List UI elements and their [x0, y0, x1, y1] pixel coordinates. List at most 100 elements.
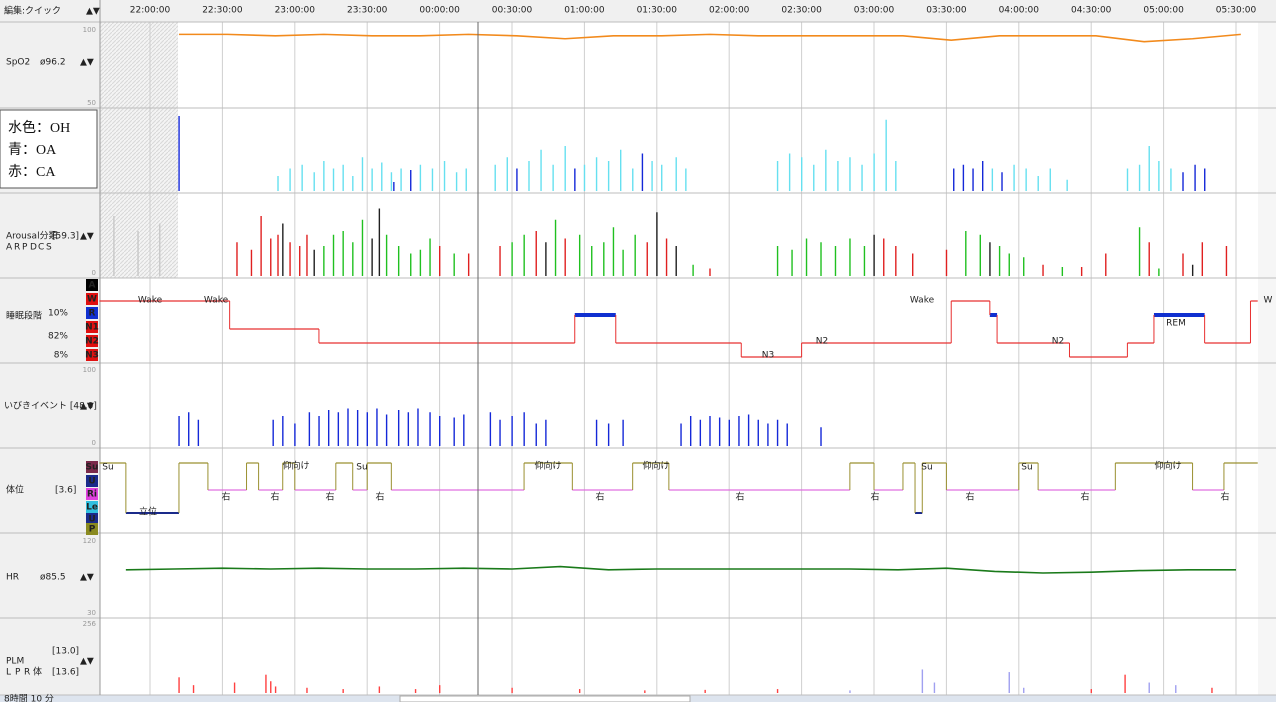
arousal-event [306, 234, 308, 276]
apnea-event [431, 168, 434, 191]
arousal-event [1191, 264, 1194, 276]
snore-event [767, 423, 769, 446]
snore-event [523, 412, 525, 446]
snore-event [728, 419, 730, 446]
position-label: 右 [1080, 491, 1089, 503]
arousal-event [1080, 267, 1083, 276]
scale-top: 100 [83, 26, 96, 34]
arousal-event [1158, 268, 1160, 276]
apnea-event [390, 172, 393, 191]
arousal-event [313, 249, 315, 276]
apnea-event [516, 168, 518, 191]
arousal-event [137, 231, 139, 276]
plm-event [511, 687, 513, 693]
apnea-event [1148, 146, 1150, 191]
snore-event [820, 427, 822, 446]
arousal-event [323, 246, 325, 276]
apnea-event [332, 168, 335, 191]
arousal-event [511, 242, 513, 276]
time-label: 22:00:00 [130, 6, 171, 16]
snore-event [429, 412, 431, 446]
apnea-event [323, 161, 325, 191]
arousal-event [1008, 253, 1010, 276]
apnea-event [801, 157, 803, 191]
apnea-event [361, 157, 364, 191]
apnea-event [540, 149, 542, 191]
apnea-event [1025, 168, 1027, 191]
code: L [6, 668, 11, 678]
apnea-event [885, 119, 887, 191]
code: N1 [85, 323, 99, 333]
stage-percent: 8% [54, 351, 69, 361]
arousal-event [791, 249, 793, 276]
snore-event [397, 410, 400, 446]
index-value: [3.6] [55, 486, 76, 496]
legend-entry: 赤：CA [8, 164, 56, 180]
code-box [86, 307, 98, 319]
apnea-event [953, 168, 955, 191]
apnea-event [895, 161, 897, 191]
apnea-event [455, 172, 458, 191]
position-label: 右 [325, 491, 334, 503]
snore-event [718, 417, 721, 446]
position-label: Su [1021, 463, 1032, 473]
plm-event [1124, 674, 1126, 693]
arousal-event [820, 242, 822, 276]
time-label: 02:30:00 [781, 6, 822, 16]
apnea-event [393, 182, 395, 191]
scale-top: 120 [83, 537, 96, 545]
time-label: 05:30:00 [1216, 6, 1257, 16]
apnea-event [651, 161, 653, 191]
apnea-event [410, 170, 412, 191]
code-box [86, 335, 98, 347]
mean-value: ø96.2 [40, 58, 66, 68]
arousal-event [989, 242, 991, 276]
apnea-event [1170, 168, 1172, 191]
apnea-event [178, 116, 180, 191]
position-label: 右 [965, 491, 974, 503]
arousal-event [692, 264, 694, 276]
arousal-event [332, 234, 335, 276]
code: A [6, 243, 13, 253]
index-value: [13.6] [52, 668, 79, 678]
plm-event [1175, 685, 1177, 693]
arousal-event [270, 238, 272, 276]
snore-event [197, 419, 200, 446]
code: N3 [85, 351, 99, 361]
code: P [22, 243, 28, 253]
arousal-event [371, 238, 373, 276]
stage-annotation: REM [1166, 319, 1186, 329]
scale-bottom: 0 [92, 269, 96, 277]
arousal-event [342, 231, 344, 276]
snore-event [757, 419, 759, 446]
apnea-event [595, 157, 598, 191]
arousal-event [499, 246, 501, 276]
channel-label: いびきイベント [48.0] [4, 401, 97, 412]
apnea-event [620, 149, 622, 191]
arousal-event [965, 231, 967, 276]
apnea-event [574, 168, 576, 191]
snore-event [680, 423, 682, 446]
arousal-event [1023, 257, 1025, 276]
apnea-event [972, 168, 974, 191]
snore-event [385, 414, 388, 446]
scroll-thumb[interactable] [399, 695, 691, 703]
arousal-event [378, 208, 381, 276]
arousal-event [612, 227, 615, 276]
arousal-event [439, 246, 441, 276]
arousal-event [250, 249, 253, 276]
apnea-event [982, 161, 984, 191]
time-label: 01:30:00 [637, 6, 678, 16]
code-box [86, 488, 98, 500]
code: P [89, 525, 96, 535]
code: W [87, 295, 97, 305]
time-label: 03:00:00 [854, 6, 895, 16]
arousal-event [554, 219, 557, 276]
code: N2 [85, 337, 99, 347]
apnea-event [1194, 164, 1196, 191]
plm-event [933, 682, 936, 693]
snore-event [282, 416, 284, 446]
apnea-event [849, 157, 851, 191]
arousal-event [979, 234, 981, 276]
time-label: 04:00:00 [999, 6, 1040, 16]
